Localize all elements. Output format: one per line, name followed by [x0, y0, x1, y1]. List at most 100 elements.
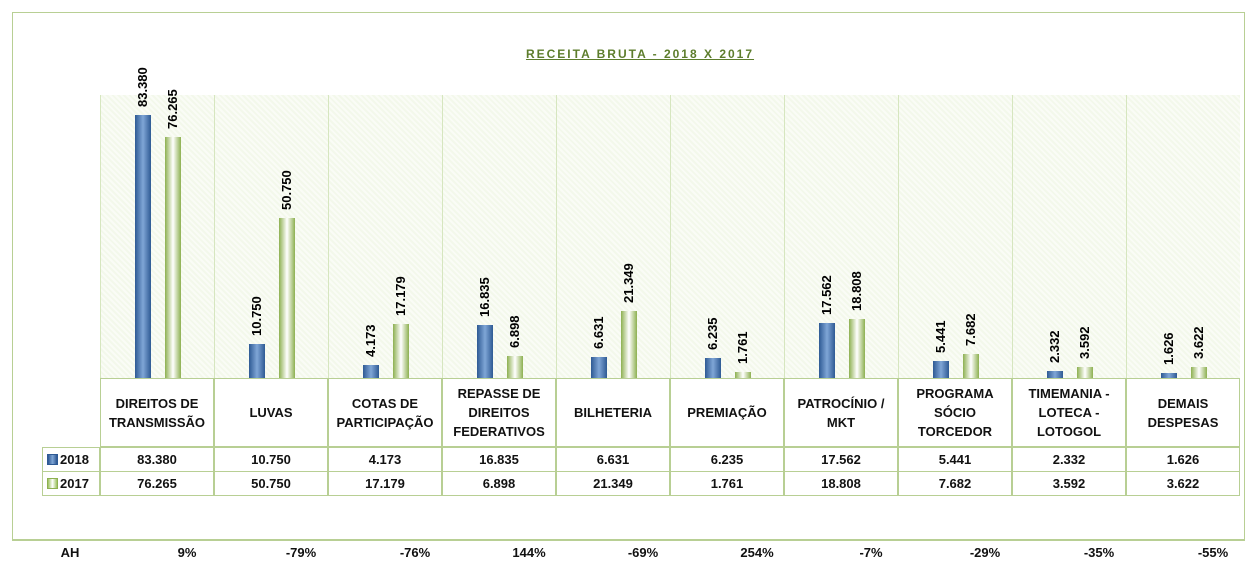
table-value: 2.332: [1012, 447, 1126, 472]
value-label: 6.631: [591, 316, 606, 350]
column-divider: [670, 95, 671, 378]
table-value: 7.682: [898, 471, 1012, 496]
value-label: 3.622: [1191, 326, 1206, 359]
table-value: 21.349: [556, 471, 670, 496]
bar: [1161, 372, 1177, 378]
column-divider: [1012, 95, 1013, 378]
value-label: 17.179: [393, 276, 408, 316]
bar: [135, 115, 151, 378]
ah-value: 254%: [740, 544, 774, 560]
value-label: 17.562: [819, 274, 834, 315]
category-label: LUVAS: [214, 378, 328, 447]
ah-label: AH: [60, 544, 80, 560]
column-divider: [328, 95, 329, 378]
legend-cell: 2017: [42, 471, 100, 496]
category-label: COTAS DE PARTICIPAÇÃO: [328, 378, 442, 447]
value-label: 7.682: [963, 313, 978, 346]
column-divider: [784, 95, 785, 378]
ah-value: -76%: [399, 544, 431, 560]
column-divider: [100, 95, 101, 378]
table-value: 18.808: [784, 471, 898, 496]
table-value: 6.898: [442, 471, 556, 496]
bar: [621, 310, 637, 378]
ah-value: -7%: [859, 544, 883, 560]
legend-cell: 2018: [42, 447, 100, 472]
category-label: PROGRAMA SÓCIO TORCEDOR: [898, 378, 1012, 447]
bar: [705, 358, 721, 378]
frame: [12, 12, 1245, 540]
bar: [963, 353, 979, 378]
ah-value: -55%: [1197, 544, 1229, 560]
value-label: 50.750: [279, 170, 294, 210]
bar: [591, 357, 607, 378]
value-label: 3.592: [1077, 326, 1092, 359]
table-value: 16.835: [442, 447, 556, 472]
table-value: 3.592: [1012, 471, 1126, 496]
chart-title: RECEITA BRUTA - 2018 X 2017: [525, 47, 755, 61]
value-label: 2.332: [1047, 330, 1062, 363]
table-value: 17.562: [784, 447, 898, 472]
bar: [735, 372, 751, 378]
table-value: 76.265: [100, 471, 214, 496]
category-label: PATROCÍNIO / MKT: [784, 378, 898, 447]
table-value: 83.380: [100, 447, 214, 472]
bar: [819, 322, 835, 378]
value-label: 18.808: [849, 270, 864, 311]
column-divider: [556, 95, 557, 378]
column-divider: [898, 95, 899, 378]
bar: [933, 360, 949, 378]
bar: [279, 217, 295, 378]
bar: [165, 137, 181, 378]
value-label: 76.265: [165, 89, 180, 130]
table-value: 50.750: [214, 471, 328, 496]
value-label: 5.441: [933, 320, 948, 353]
table-value: 3.622: [1126, 471, 1240, 496]
bar: [249, 344, 265, 378]
category-label: REPASSE DE DIREITOS FEDERATIVOS: [442, 378, 556, 447]
ah-value: -79%: [285, 544, 317, 560]
value-label: 21.349: [621, 262, 636, 303]
column-divider: [1126, 95, 1127, 378]
table-value: 4.173: [328, 447, 442, 472]
table-value: 1.761: [670, 471, 784, 496]
table-value: 17.179: [328, 471, 442, 496]
bar: [1047, 370, 1063, 378]
category-label: PREMIAÇÃO: [670, 378, 784, 447]
ah-value: -69%: [627, 544, 659, 560]
column-divider: [442, 95, 443, 378]
bar: [393, 323, 409, 378]
table-value: 6.235: [670, 447, 784, 472]
legend-swatch: [47, 454, 58, 465]
legend-label: 2018: [60, 452, 89, 467]
value-label: 1.761: [735, 331, 750, 365]
bar: [849, 318, 865, 378]
value-label: 6.235: [705, 317, 720, 351]
table-value: 10.750: [214, 447, 328, 472]
value-label: 1.626: [1161, 332, 1176, 365]
value-label: 10.750: [249, 296, 264, 337]
bar: [363, 364, 379, 378]
value-label: 83.380: [135, 67, 150, 107]
ah-value: 144%: [512, 544, 546, 560]
legend-label: 2017: [60, 476, 89, 491]
bar: [507, 356, 523, 378]
category-label: TIMEMANIA - LOTECA - LOTOGOL: [1012, 378, 1126, 447]
column-divider: [214, 95, 215, 378]
ah-value: 9%: [177, 544, 197, 560]
value-label: 4.173: [363, 324, 378, 357]
table-value: 6.631: [556, 447, 670, 472]
bar: [477, 324, 493, 378]
ah-rule: [12, 540, 1245, 541]
legend-swatch: [47, 478, 58, 489]
table-value: 1.626: [1126, 447, 1240, 472]
value-label: 16.835: [477, 277, 492, 317]
table-value: 5.441: [898, 447, 1012, 472]
ah-value: -35%: [1083, 544, 1115, 560]
ah-value: -29%: [969, 544, 1001, 560]
category-label: DIREITOS DE TRANSMISSÃO: [100, 378, 214, 447]
bar: [1077, 366, 1093, 378]
bar: [1191, 366, 1207, 378]
category-label: BILHETERIA: [556, 378, 670, 447]
value-label: 6.898: [507, 315, 522, 349]
